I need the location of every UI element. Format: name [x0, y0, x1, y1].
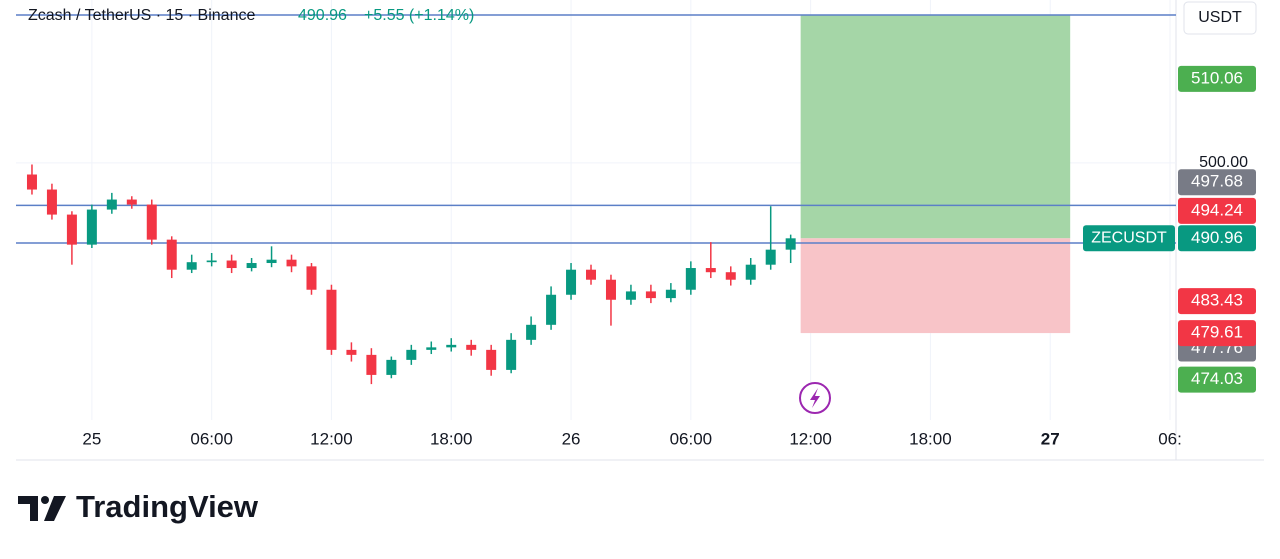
- candle-body: [86, 209, 97, 245]
- candle-body: [246, 263, 257, 269]
- candle-body: [506, 339, 517, 370]
- candle-body: [645, 291, 656, 299]
- change: +5.55 (+1.14%): [364, 7, 474, 24]
- candle-body: [685, 268, 696, 290]
- candle-body: [586, 269, 597, 280]
- candle-body: [765, 249, 776, 265]
- candle-body: [705, 268, 716, 273]
- currency: USDT: [1198, 9, 1242, 26]
- price-label-box: [1178, 225, 1256, 252]
- candle-body: [346, 349, 357, 355]
- x-tick-label: 12:00: [789, 429, 832, 448]
- price-label-box: [1178, 366, 1256, 393]
- brand: TradingView: [76, 489, 259, 524]
- candle-body: [106, 199, 117, 210]
- price-label-box: [1178, 197, 1256, 224]
- price-label: 483.43: [1191, 291, 1243, 310]
- candle-body: [326, 289, 337, 350]
- candle-body: [166, 239, 177, 270]
- price-label: 479.61: [1191, 323, 1243, 342]
- x-tick-label: 27: [1041, 429, 1060, 448]
- candle-body: [206, 260, 217, 263]
- candle-body: [266, 259, 277, 264]
- candle-body: [226, 260, 237, 269]
- candle-body: [605, 279, 616, 300]
- stop-zone: [800, 238, 1071, 334]
- candle-body: [566, 269, 577, 295]
- candle-body: [466, 344, 477, 350]
- x-tick-label: 18:00: [430, 429, 473, 448]
- candle-body: [745, 264, 756, 280]
- y-tick-label: 500.00: [1199, 154, 1248, 171]
- bolt: [810, 388, 820, 408]
- price-label-box: [1178, 320, 1256, 347]
- candle-body: [546, 294, 557, 325]
- price-label-box: [1178, 65, 1256, 92]
- price-label: 510.06: [1191, 68, 1243, 87]
- x-tick-label: 25: [82, 429, 101, 448]
- price-label-box: [1178, 169, 1256, 196]
- candle-body: [26, 174, 37, 190]
- candle-body: [386, 359, 397, 375]
- candle-body: [446, 344, 457, 348]
- price-label: 474.03: [1191, 369, 1243, 388]
- logo: [18, 496, 66, 521]
- price-label: 490.96: [1191, 228, 1243, 247]
- price: 490.96: [298, 7, 347, 24]
- candle-body: [306, 266, 317, 290]
- candle-body: [526, 324, 537, 340]
- candle-body: [366, 354, 377, 375]
- candle-body: [66, 214, 77, 245]
- symbol-label-box: [1083, 225, 1175, 252]
- x-tick-label: 06:00: [190, 429, 233, 448]
- x-tick-label: 18:00: [909, 429, 952, 448]
- candle-body: [486, 349, 497, 370]
- x-tick-label: 12:00: [310, 429, 353, 448]
- candle-body: [406, 349, 417, 360]
- price-label-box: [1178, 288, 1256, 315]
- candle-body: [46, 189, 57, 215]
- target-zone: [800, 15, 1071, 239]
- plot: [16, 0, 1176, 420]
- candle-body: [146, 204, 157, 240]
- candle-body: [785, 238, 796, 250]
- candle-body: [286, 259, 297, 267]
- price-label: 494.24: [1191, 200, 1243, 219]
- price-label: 497.68: [1191, 172, 1243, 191]
- symbol-label: ZECUSDT: [1091, 230, 1167, 247]
- candle-body: [625, 291, 636, 300]
- currency-box: [1183, 1, 1257, 35]
- candle-body: [426, 347, 437, 350]
- candle-body: [665, 289, 676, 299]
- candle-body: [126, 199, 137, 205]
- candle-body: [725, 272, 736, 280]
- symbol: Zcash / TetherUS · 15 · Binance: [28, 7, 255, 24]
- x-tick-label: 06:: [1158, 429, 1182, 448]
- candle-body: [186, 262, 197, 270]
- x-tick-label: 26: [562, 429, 581, 448]
- x-tick-label: 06:00: [670, 429, 713, 448]
